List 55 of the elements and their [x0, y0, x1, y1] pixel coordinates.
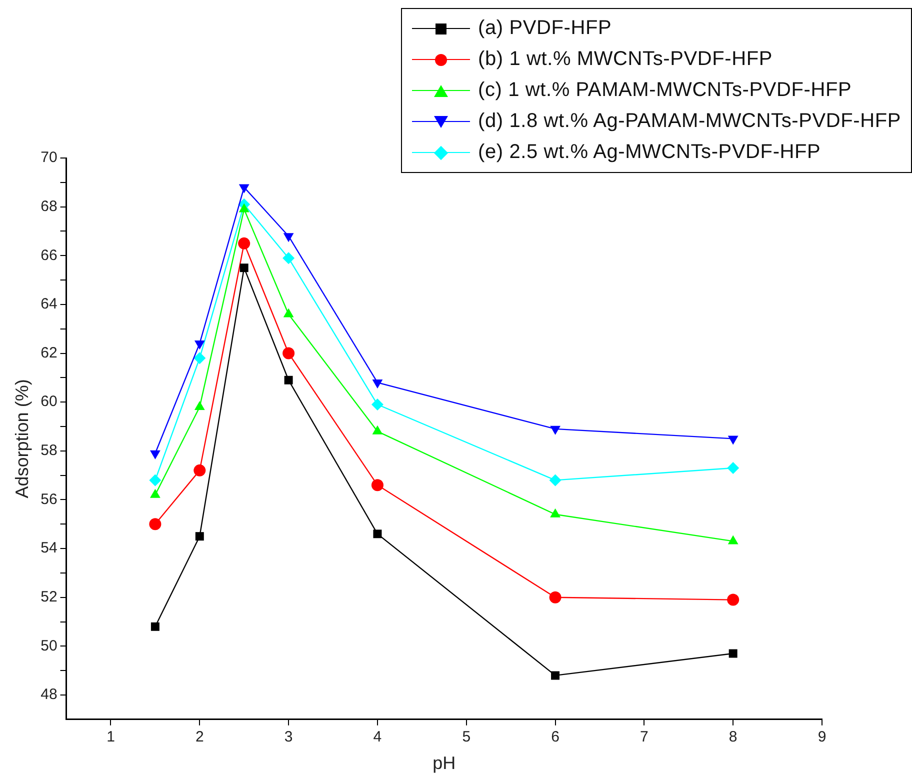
point: [550, 426, 560, 435]
point: [727, 594, 740, 606]
point: [371, 479, 384, 492]
point: [549, 591, 562, 604]
legend-label: (c) 1 wt.% PAMAM-MWCNTs-PVDF-HFP: [478, 79, 852, 102]
x-tick-label: 5: [462, 728, 471, 746]
point: [194, 352, 206, 364]
y-tick-label: 64: [40, 296, 58, 313]
point: [371, 398, 384, 411]
point: [282, 347, 295, 360]
point: [282, 252, 295, 264]
point: [195, 532, 204, 541]
x-tick-label: 6: [551, 728, 560, 746]
point: [150, 450, 160, 460]
y-tick-label: 60: [40, 393, 58, 410]
point: [283, 233, 294, 242]
point: [549, 474, 562, 486]
y-tick-label: 56: [40, 490, 58, 508]
y-tick-label: 52: [40, 588, 58, 606]
y-tick-label: 62: [40, 344, 58, 362]
y-tick-label: 68: [40, 198, 58, 215]
legend-label: (a) PVDF-HFP: [478, 17, 612, 40]
y-tick-label: 70: [40, 149, 58, 166]
point: [149, 518, 162, 530]
x-axis-title: pH: [432, 753, 456, 774]
point: [238, 184, 250, 194]
point: [284, 376, 293, 384]
legend-label: (d) 1.8 wt.% Ag-PAMAM-MWCNTs-PVDF-HFP: [478, 110, 901, 133]
x-tick-label: 8: [728, 728, 738, 746]
point: [238, 237, 250, 250]
y-tick-label: 66: [40, 246, 58, 264]
point: [728, 436, 738, 445]
legend-label: (b) 1 wt.% MWCNTs-PVDF-HFP: [478, 48, 772, 71]
point: [150, 622, 160, 631]
point: [728, 649, 738, 658]
y-axis-title: Adsorption (%): [12, 379, 32, 498]
y-tick-label: 48: [40, 686, 58, 704]
x-tick-label: 2: [195, 728, 204, 746]
x-tick-label: 1: [106, 728, 115, 746]
x-tick-label: 9: [818, 728, 826, 746]
point: [240, 264, 248, 272]
x-tick-label: 3: [284, 728, 293, 746]
point: [372, 380, 383, 389]
y-tick-label: 50: [40, 637, 58, 654]
point: [194, 464, 206, 476]
y-tick-label: 54: [40, 540, 58, 557]
point: [149, 474, 162, 486]
legend-label: (e) 2.5 wt.% Ag-MWCNTs-PVDF-HFP: [478, 141, 821, 164]
point: [373, 530, 382, 538]
point: [551, 671, 560, 680]
y-tick-label: 58: [40, 442, 58, 460]
point: [194, 340, 205, 350]
point: [727, 462, 740, 474]
x-tick-label: 7: [640, 728, 648, 746]
x-tick-label: 4: [373, 728, 382, 746]
